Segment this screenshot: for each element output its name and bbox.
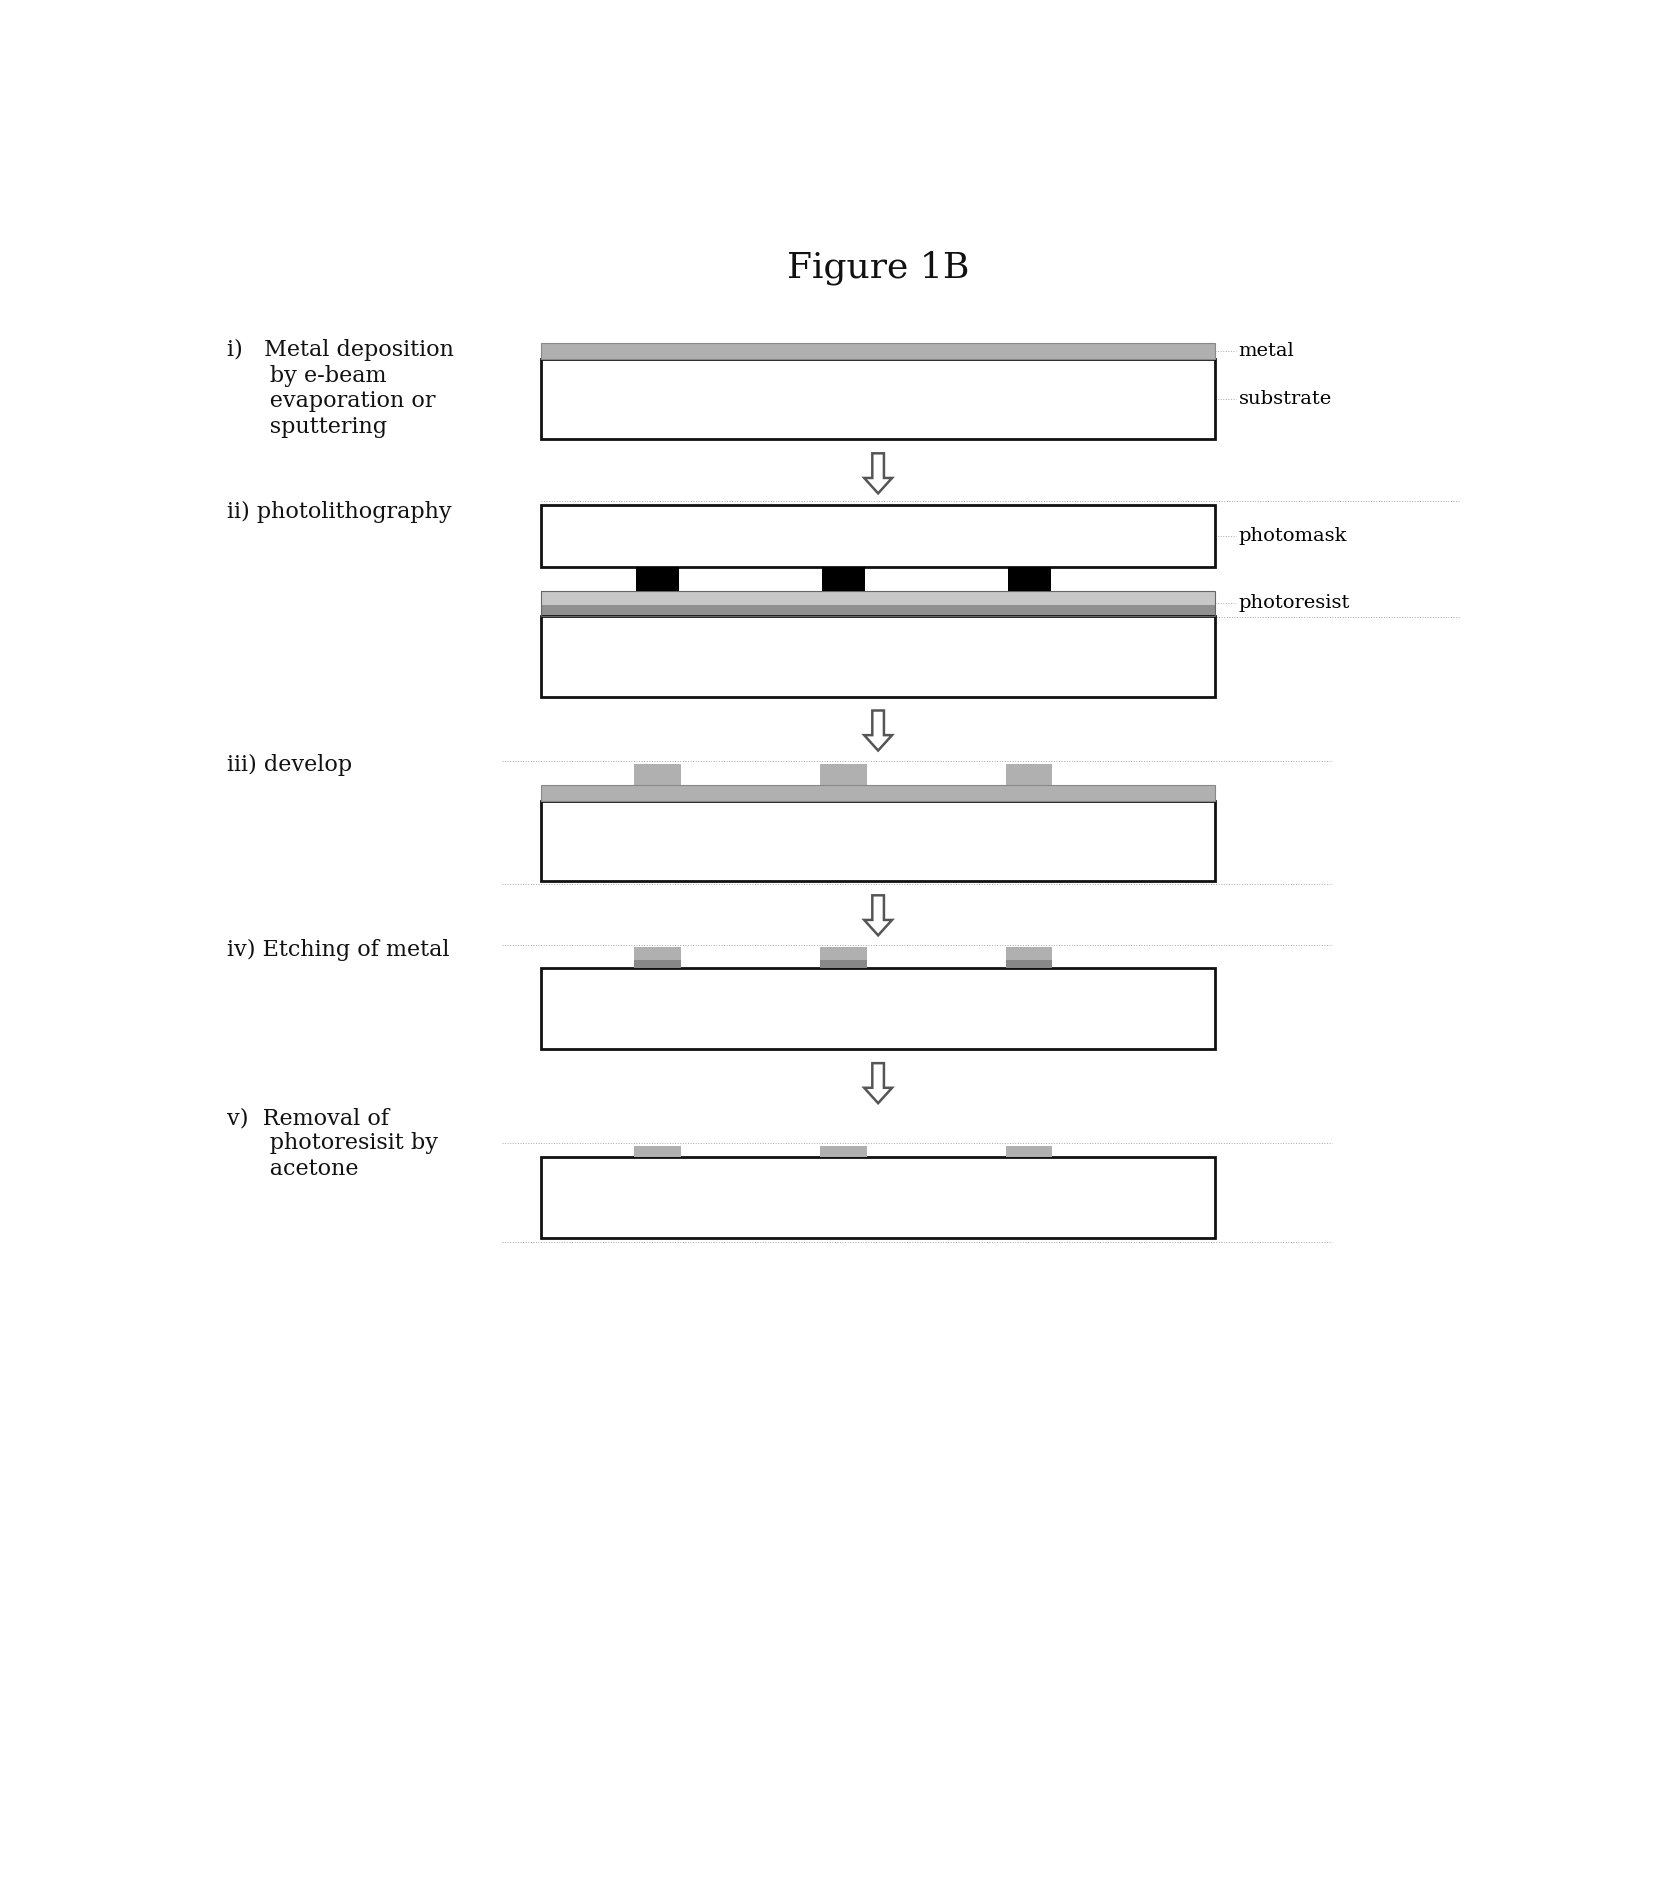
Bar xyxy=(819,960,866,969)
Bar xyxy=(542,358,1215,440)
FancyArrow shape xyxy=(864,453,892,493)
FancyArrow shape xyxy=(864,1062,892,1102)
FancyArrow shape xyxy=(864,710,892,750)
Text: substrate: substrate xyxy=(1238,390,1331,407)
Bar xyxy=(1006,946,1052,960)
Bar xyxy=(542,343,1215,358)
Text: metal: metal xyxy=(1238,343,1295,360)
Bar xyxy=(542,615,1215,697)
Bar xyxy=(633,960,680,969)
Bar xyxy=(637,567,678,590)
Bar xyxy=(542,969,1215,1049)
Bar xyxy=(542,605,1215,615)
Text: photomask: photomask xyxy=(1238,527,1346,545)
Bar xyxy=(823,567,864,590)
Bar xyxy=(542,505,1215,567)
Bar xyxy=(542,784,1215,800)
Text: v)  Removal of
      photoresisit by
      acetone: v) Removal of photoresisit by acetone xyxy=(228,1106,439,1180)
Text: ii) photolithography: ii) photolithography xyxy=(228,501,452,524)
Bar xyxy=(819,946,866,960)
Bar xyxy=(542,1158,1215,1238)
Bar xyxy=(633,764,680,784)
Bar xyxy=(542,590,1215,615)
Bar xyxy=(1007,567,1050,590)
Bar xyxy=(633,1146,680,1158)
Bar xyxy=(819,1146,866,1158)
FancyArrow shape xyxy=(864,895,892,935)
Bar xyxy=(819,764,866,784)
Bar xyxy=(1006,960,1052,969)
Bar xyxy=(1006,1146,1052,1158)
Bar xyxy=(1006,764,1052,784)
Text: Figure 1B: Figure 1B xyxy=(786,251,969,286)
Bar xyxy=(633,946,680,960)
Bar xyxy=(542,590,1215,605)
Text: iii) develop: iii) develop xyxy=(228,754,352,777)
Text: iv) Etching of metal: iv) Etching of metal xyxy=(228,939,450,962)
Text: i)   Metal deposition
      by e-beam
      evaporation or
      sputtering: i) Metal deposition by e-beam evaporatio… xyxy=(228,339,454,438)
Bar xyxy=(542,800,1215,882)
Text: photoresist: photoresist xyxy=(1238,594,1350,613)
